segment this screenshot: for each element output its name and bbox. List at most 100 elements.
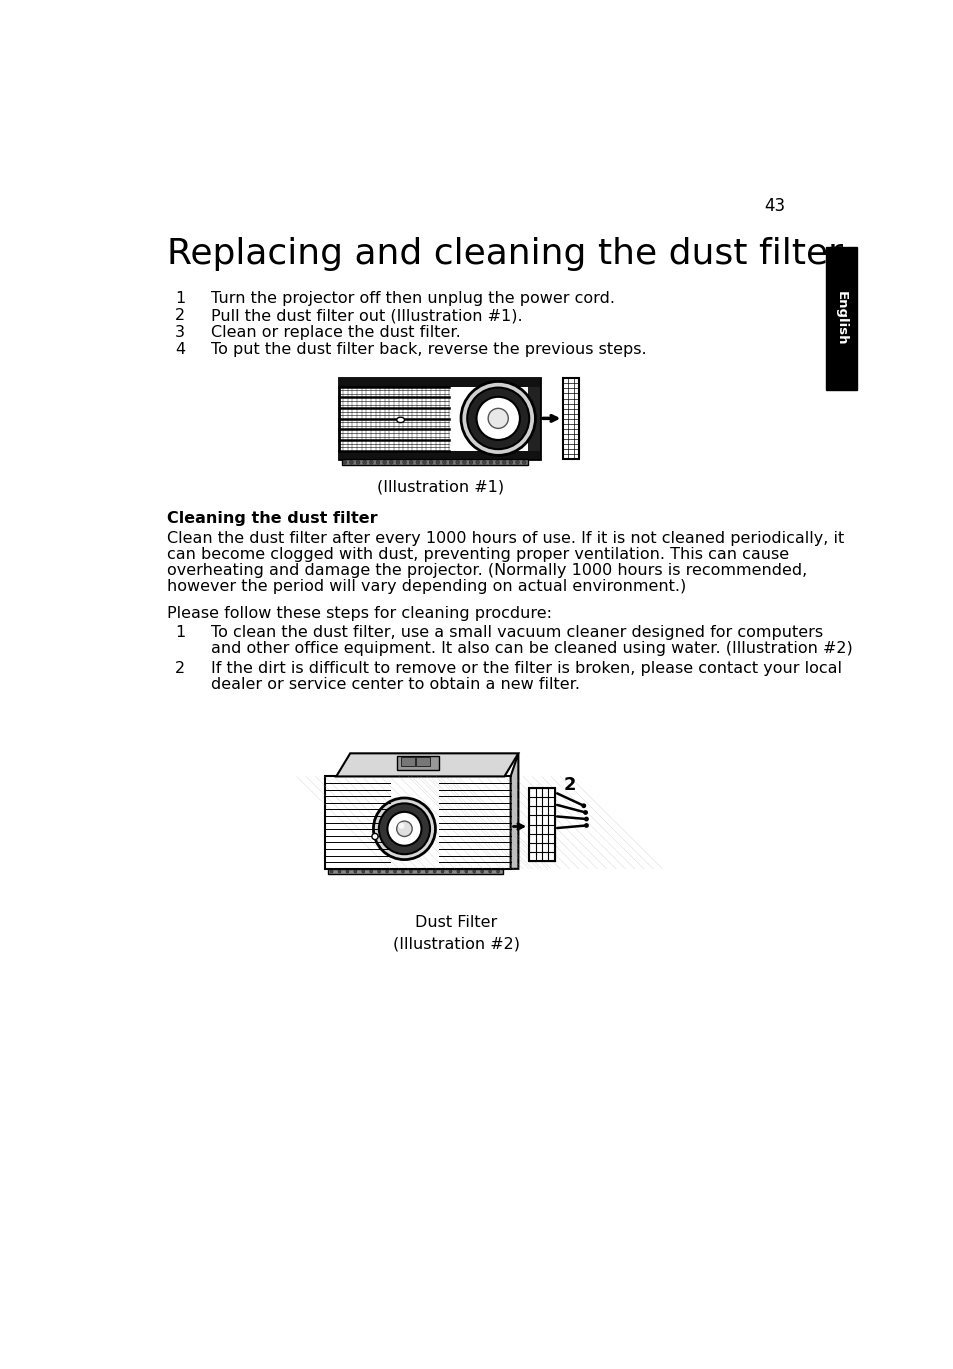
Text: dealer or service center to obtain a new filter.: dealer or service center to obtain a new… <box>211 678 579 693</box>
Circle shape <box>349 460 353 464</box>
Circle shape <box>515 460 518 464</box>
Circle shape <box>501 460 506 464</box>
Circle shape <box>416 869 420 873</box>
Text: English: English <box>834 292 847 346</box>
Circle shape <box>476 397 519 439</box>
Circle shape <box>346 869 349 873</box>
Text: Turn the projector off then unplug the power cord.: Turn the projector off then unplug the p… <box>211 292 614 307</box>
Circle shape <box>480 869 483 873</box>
Text: and other office equipment. It also can be cleaned using water. (Illustration #2: and other office equipment. It also can … <box>211 641 852 656</box>
Circle shape <box>402 460 406 464</box>
Circle shape <box>429 460 433 464</box>
Text: Clean or replace the dust filter.: Clean or replace the dust filter. <box>211 326 460 341</box>
Circle shape <box>389 460 393 464</box>
Text: 4: 4 <box>174 342 185 357</box>
Text: Please follow these steps for cleaning procdure:: Please follow these steps for cleaning p… <box>167 606 552 622</box>
Text: 1: 1 <box>174 292 185 307</box>
Circle shape <box>456 460 459 464</box>
Circle shape <box>378 804 430 854</box>
Text: can become clogged with dust, preventing proper ventilation. This can cause: can become clogged with dust, preventing… <box>167 548 788 561</box>
Polygon shape <box>335 753 517 776</box>
Text: Dust Filter: Dust Filter <box>415 914 497 930</box>
Circle shape <box>496 869 499 873</box>
Circle shape <box>488 869 491 873</box>
Circle shape <box>375 460 379 464</box>
Circle shape <box>387 812 421 846</box>
Bar <box>328 869 502 875</box>
Circle shape <box>382 460 386 464</box>
Circle shape <box>433 869 436 873</box>
Circle shape <box>436 460 439 464</box>
Circle shape <box>467 387 529 449</box>
Circle shape <box>456 869 459 873</box>
Text: If the dirt is difficult to remove or the filter is broken, please contact your : If the dirt is difficult to remove or th… <box>211 661 841 676</box>
Bar <box>338 378 539 387</box>
Bar <box>529 789 555 861</box>
Circle shape <box>488 408 508 428</box>
Circle shape <box>508 460 513 464</box>
Circle shape <box>355 460 359 464</box>
Circle shape <box>330 869 333 873</box>
Circle shape <box>369 460 373 464</box>
Circle shape <box>521 460 525 464</box>
Circle shape <box>476 460 479 464</box>
Circle shape <box>440 869 444 873</box>
Circle shape <box>361 869 364 873</box>
Text: (Illustration #1): (Illustration #1) <box>377 481 504 496</box>
Circle shape <box>482 460 486 464</box>
Ellipse shape <box>396 418 404 423</box>
Circle shape <box>449 869 452 873</box>
Circle shape <box>464 869 467 873</box>
Circle shape <box>385 869 388 873</box>
Circle shape <box>462 460 466 464</box>
Circle shape <box>581 804 585 808</box>
Bar <box>825 248 856 390</box>
Text: overheating and damage the projector. (Normally 1000 hours is recommended,: overheating and damage the projector. (N… <box>167 563 806 578</box>
Circle shape <box>409 460 413 464</box>
Circle shape <box>469 460 473 464</box>
Circle shape <box>460 382 535 456</box>
Text: Pull the dust filter out (Illustration #1).: Pull the dust filter out (Illustration #… <box>211 308 522 323</box>
Text: 3: 3 <box>174 326 185 341</box>
Circle shape <box>396 821 412 836</box>
Circle shape <box>584 824 588 827</box>
Circle shape <box>409 869 412 873</box>
Circle shape <box>449 460 453 464</box>
Text: Replacing and cleaning the dust filter: Replacing and cleaning the dust filter <box>167 237 842 271</box>
Bar <box>562 378 578 459</box>
Circle shape <box>401 869 404 873</box>
Circle shape <box>489 460 493 464</box>
Text: To put the dust filter back, reverse the previous steps.: To put the dust filter back, reverse the… <box>211 342 645 357</box>
Circle shape <box>425 869 428 873</box>
Circle shape <box>372 834 377 839</box>
Text: 2: 2 <box>174 308 185 323</box>
Text: 1: 1 <box>174 624 185 639</box>
Polygon shape <box>510 753 517 869</box>
Bar <box>324 776 510 869</box>
Circle shape <box>496 460 499 464</box>
Circle shape <box>473 869 476 873</box>
Text: Cleaning the dust filter: Cleaning the dust filter <box>167 511 377 526</box>
Circle shape <box>395 460 399 464</box>
Circle shape <box>442 460 446 464</box>
Circle shape <box>370 869 373 873</box>
Text: (Illustration #2): (Illustration #2) <box>393 936 519 951</box>
Circle shape <box>342 460 346 464</box>
Bar <box>338 378 539 459</box>
Polygon shape <box>396 756 439 771</box>
Text: 2: 2 <box>562 776 576 794</box>
Bar <box>342 459 528 465</box>
Circle shape <box>422 460 426 464</box>
Bar <box>400 757 415 767</box>
Circle shape <box>397 823 404 828</box>
Circle shape <box>337 869 341 873</box>
Circle shape <box>362 460 366 464</box>
Circle shape <box>373 798 435 860</box>
Text: Clean the dust filter after every 1000 hours of use. If it is not cleaned period: Clean the dust filter after every 1000 h… <box>167 531 843 546</box>
Circle shape <box>584 817 588 820</box>
Circle shape <box>354 869 356 873</box>
Bar <box>338 450 539 459</box>
Text: however the period will vary depending on actual environment.): however the period will vary depending o… <box>167 579 686 594</box>
Circle shape <box>416 460 419 464</box>
Text: To clean the dust filter, use a small vacuum cleaner designed for computers: To clean the dust filter, use a small va… <box>211 624 821 639</box>
